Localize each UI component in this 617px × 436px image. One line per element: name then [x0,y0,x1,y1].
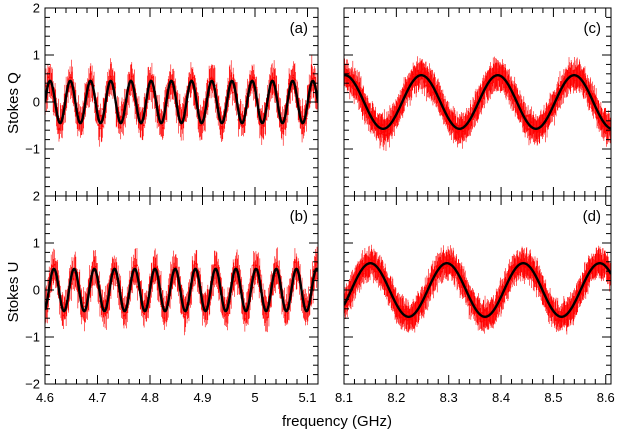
x-tick-label: 8.2 [387,390,405,405]
x-tick-label: 5 [251,390,258,405]
data-point [101,125,104,127]
y-axis-title-stokes-q: Stokes Q [5,72,22,134]
x-tick-label: 4.9 [193,390,211,405]
panel-d: 8.1 8.2 8.3 8.4 8.5 8.6 (d) [335,195,615,405]
x-tick-label: 8.6 [597,390,615,405]
y-tick-label: 0 [33,95,40,110]
y-tick-label: 1 [33,236,40,251]
model-curve [344,262,611,318]
y-tick-label: −1 [25,142,40,157]
panel-a-plot [45,55,318,147]
x-tick-label: 4.6 [36,390,54,405]
y-tick-label: −2 [25,377,40,392]
x-tick-label: 5.1 [298,390,316,405]
panel-label-c: (c) [584,20,602,37]
panel-c: (c) [343,7,612,197]
data-point [240,113,242,115]
y-tick-label: −1 [25,330,40,345]
x-tick-label: 4.7 [88,390,106,405]
plot-area: −1 0 1 2 (a) −2 −1 0 1 2 4.6 4.7 4.8 4.9 5 5.1 (b) (c) 8.1… [25,1,615,406]
model-curve [344,74,611,130]
data-point [82,302,85,304]
x-tick-label: 8.4 [492,390,510,405]
panel-label-b: (b) [290,208,308,225]
data-point [231,91,234,94]
y-tick-label: 2 [33,189,40,204]
y-axis-title-stokes-u: Stokes U [5,262,22,323]
y-tick-label: 2 [33,1,40,16]
model-curve [45,267,318,313]
panel-c-plot [344,56,611,151]
data-point [142,124,145,127]
x-tick-label: 8.5 [544,390,562,405]
panel-b-frame [44,195,319,385]
x-axis-title: frequency (GHz) [282,413,392,430]
panel-label-a: (a) [290,20,308,37]
y-tick-label: 0 [33,283,40,298]
data-point [97,105,99,107]
x-tick-label: 8.1 [335,390,353,405]
data-point [136,264,138,267]
panel-b: −2 −1 0 1 2 4.6 4.7 4.8 4.9 5 5.1 (b) [25,189,319,405]
panel-d-plot [344,244,611,335]
panel-b-plot [45,246,318,336]
panel-label-d: (d) [583,208,601,225]
model-curve [45,79,318,125]
y-tick-label: 1 [33,48,40,63]
panel-a: −1 0 1 2 (a) [25,1,319,197]
data-point [301,115,304,118]
x-tick-label: 4.8 [141,390,159,405]
x-tick-label: 8.3 [440,390,458,405]
